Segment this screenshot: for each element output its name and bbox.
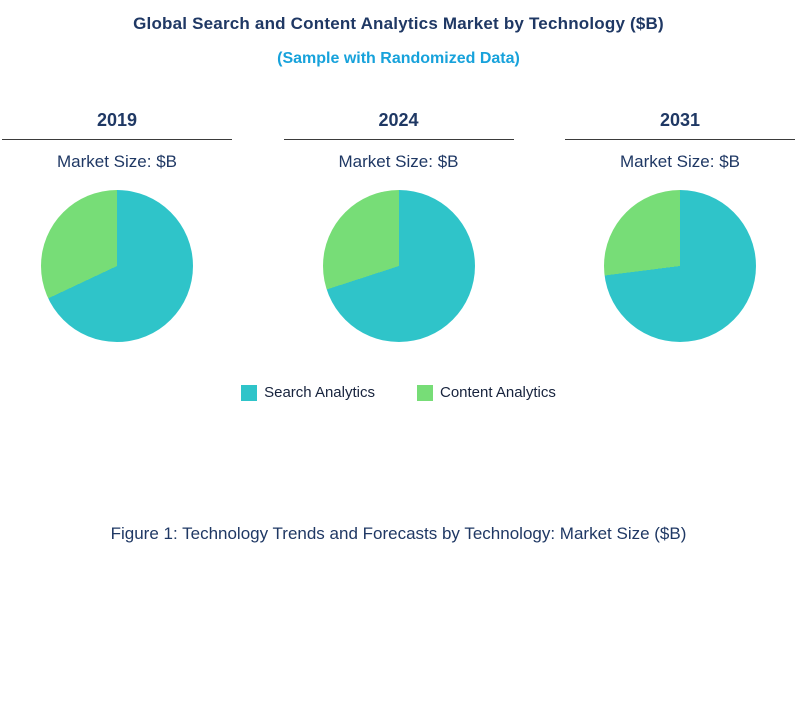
pie-column-2031: 2031 Market Size: $B: [565, 110, 795, 342]
year-label-2019: 2019: [96, 110, 138, 130]
legend-swatch-icon: [416, 384, 433, 401]
year-underline: [565, 139, 795, 140]
legend-item-label: Content Analytics: [439, 384, 556, 401]
year-label-2031: 2031: [659, 110, 701, 130]
chart-legend: Search Analytics Content Analytics: [0, 384, 797, 401]
year-underline: [283, 139, 514, 140]
legend-item-1: Content Analytics: [416, 384, 556, 401]
market-size-label: Market Size: $B: [338, 152, 459, 171]
pie-chart-2031: [604, 190, 756, 342]
market-size-label: Market Size: $B: [620, 152, 740, 171]
year-label-2024: 2024: [378, 110, 419, 130]
legend-swatch-icon: [241, 384, 258, 401]
pie-column-2024: 2024 Market Size: $B: [283, 110, 514, 342]
figure-caption: Figure 1: Technology Trends and Forecast…: [110, 524, 687, 543]
pie-chart-2024: [322, 190, 475, 342]
chart-subtitle: (Sample with Randomized Data): [277, 50, 520, 67]
legend-item-label: Search Analytics: [264, 384, 375, 401]
pie-chart-2019: [41, 190, 193, 342]
legend-item-0: Search Analytics: [241, 384, 375, 401]
market-size-label: Market Size: $B: [57, 152, 177, 171]
pie-column-2019: 2019 Market Size: $B: [2, 110, 232, 342]
pie-row: 2019 Market Size: $B 2024 Market Size: $B 20…: [0, 110, 797, 342]
chart-title: Global Search and Content Analytics Mark…: [133, 14, 664, 33]
year-underline: [2, 139, 232, 140]
